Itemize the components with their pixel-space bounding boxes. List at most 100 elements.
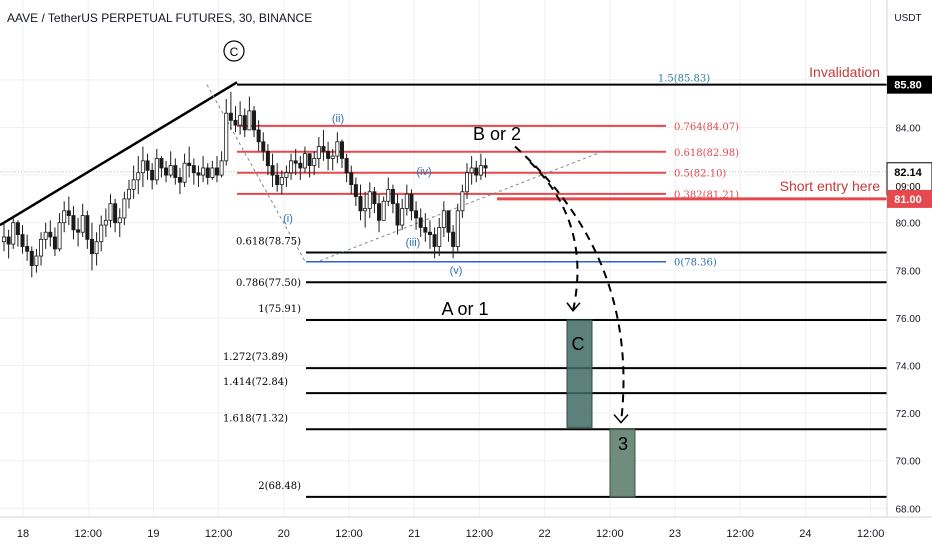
wave-v-label: (v) bbox=[450, 265, 463, 277]
candle-body bbox=[330, 155, 335, 159]
candle-body bbox=[298, 162, 303, 169]
candle-body bbox=[427, 231, 432, 236]
short-entry-label: Short entry here bbox=[780, 178, 881, 194]
candle-body bbox=[404, 193, 409, 209]
x-tick-label: 12:00 bbox=[205, 528, 233, 540]
candle-body bbox=[80, 215, 85, 233]
candle-body bbox=[48, 231, 53, 238]
candle-body bbox=[483, 165, 488, 169]
candle-body bbox=[108, 203, 113, 221]
wave-a-or-1-label: A or 1 bbox=[441, 299, 488, 319]
candle-body bbox=[34, 255, 39, 266]
candle-body bbox=[11, 222, 16, 245]
fib-level-label: 0.618(82.98) bbox=[674, 148, 739, 159]
fib-level-label: 0.618(78.75) bbox=[236, 236, 301, 247]
fib-level-label: 0.786(77.50) bbox=[236, 278, 301, 289]
x-tick-label: 12:00 bbox=[596, 528, 624, 540]
candle-body bbox=[122, 198, 127, 219]
candle-body bbox=[233, 119, 238, 126]
price-badge bbox=[887, 75, 932, 94]
projection-path-c bbox=[529, 161, 579, 311]
x-tick-label: 12:00 bbox=[335, 528, 363, 540]
candle-body bbox=[247, 110, 252, 131]
candle-body bbox=[363, 208, 368, 212]
candle-body bbox=[307, 153, 312, 166]
candle-body bbox=[289, 160, 294, 174]
candle-body bbox=[293, 160, 298, 164]
candle-body bbox=[474, 167, 479, 176]
wave-ii-label: (ii) bbox=[332, 113, 344, 125]
candle-body bbox=[238, 115, 243, 126]
target-box-3[interactable] bbox=[609, 428, 636, 498]
candle-body bbox=[131, 179, 136, 190]
candle-body bbox=[145, 160, 150, 171]
candle-body bbox=[159, 158, 164, 169]
candle-body bbox=[224, 112, 229, 162]
candle-body bbox=[381, 200, 386, 221]
candle-body bbox=[140, 160, 145, 174]
candle-body bbox=[302, 153, 307, 169]
fib-trend-line bbox=[206, 84, 307, 264]
arrow-head-3 bbox=[613, 414, 629, 424]
x-tick-label: 12:00 bbox=[74, 528, 102, 540]
candle-body bbox=[353, 184, 358, 197]
candles bbox=[2, 91, 488, 278]
y-tick-label: 70.00 bbox=[895, 457, 920, 468]
fib-level-label: 0(78.36) bbox=[674, 258, 717, 269]
candle-body bbox=[326, 150, 331, 159]
candle-body bbox=[113, 203, 118, 224]
uptrend-line[interactable] bbox=[0, 81, 238, 227]
candle-body bbox=[117, 217, 122, 224]
wave-iii-label: (iii) bbox=[406, 237, 421, 249]
x-tick-label: 21 bbox=[408, 528, 420, 540]
candle-body bbox=[154, 158, 159, 181]
candle-body bbox=[441, 210, 446, 228]
price-badge-countdown: 09:00 bbox=[895, 182, 920, 193]
candle-body bbox=[344, 158, 349, 174]
candle-body bbox=[409, 193, 414, 212]
x-tick-label: 12:00 bbox=[466, 528, 494, 540]
target-box-c[interactable] bbox=[566, 319, 593, 428]
candle-body bbox=[390, 188, 395, 205]
box-c-label: C bbox=[572, 334, 585, 354]
candle-body bbox=[395, 203, 400, 226]
fib-level-label: 2(68.48) bbox=[258, 481, 301, 492]
candle-body bbox=[127, 188, 132, 200]
box-3-label: 3 bbox=[618, 434, 628, 454]
candle-body bbox=[400, 208, 405, 226]
candle-body bbox=[196, 172, 201, 176]
drawings bbox=[0, 81, 636, 498]
candle-body bbox=[29, 250, 34, 266]
fib-level-label: 0.382(81.21) bbox=[674, 190, 739, 201]
candle-body bbox=[219, 160, 224, 176]
candle-body bbox=[136, 172, 141, 181]
price-badge-value: 82.14 bbox=[894, 167, 922, 179]
candle-body bbox=[25, 246, 30, 252]
candle-body bbox=[182, 162, 187, 183]
y-tick-label: 80.00 bbox=[895, 219, 920, 230]
candle-body bbox=[423, 227, 428, 233]
x-tick-label: 12:00 bbox=[726, 528, 754, 540]
y-tick-label: 72.00 bbox=[895, 409, 920, 420]
candle-body bbox=[414, 210, 419, 219]
candle-body bbox=[367, 191, 372, 209]
candle-body bbox=[228, 112, 233, 121]
grid bbox=[0, 0, 887, 517]
fib-level-label: 0.764(84.07) bbox=[674, 122, 739, 133]
candle-body bbox=[177, 177, 182, 183]
fib-level-label: 1.618(71.32) bbox=[223, 413, 288, 424]
x-tick-label: 23 bbox=[669, 528, 681, 540]
arrow-head-c bbox=[566, 302, 581, 312]
price-badge bbox=[887, 189, 932, 208]
x-tick-label: 19 bbox=[147, 528, 159, 540]
candle-body bbox=[252, 110, 257, 131]
candle-body bbox=[89, 238, 94, 255]
candle-body bbox=[76, 229, 81, 233]
fib-levels bbox=[0, 83, 887, 498]
candle-body bbox=[270, 165, 275, 176]
candle-body bbox=[15, 222, 20, 235]
x-axis[interactable]: 18 12:00 19 12:00 20 12:00 21 12:00 22 12:00 23 12:… bbox=[17, 528, 884, 540]
